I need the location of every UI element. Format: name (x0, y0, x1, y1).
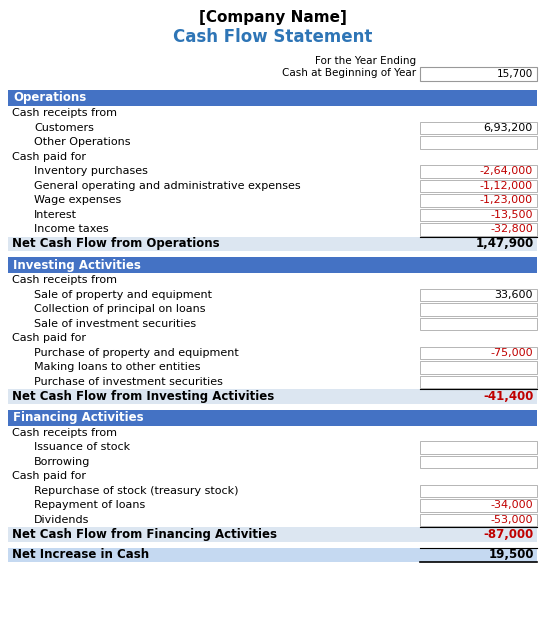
FancyBboxPatch shape (420, 361, 537, 373)
Text: -34,000: -34,000 (490, 500, 533, 510)
FancyBboxPatch shape (8, 257, 537, 273)
Text: Net Increase in Cash: Net Increase in Cash (12, 548, 149, 561)
Text: Making loans to other entities: Making loans to other entities (34, 362, 201, 372)
FancyBboxPatch shape (420, 456, 537, 468)
Text: Cash at Beginning of Year: Cash at Beginning of Year (282, 68, 416, 78)
Text: Net Cash Flow from Investing Activities: Net Cash Flow from Investing Activities (12, 390, 274, 403)
Text: Dividends: Dividends (34, 515, 89, 524)
Text: Investing Activities: Investing Activities (13, 258, 141, 272)
FancyBboxPatch shape (420, 484, 537, 497)
Text: -13,500: -13,500 (490, 210, 533, 219)
FancyBboxPatch shape (420, 179, 537, 192)
Text: -53,000: -53,000 (490, 515, 533, 524)
FancyBboxPatch shape (420, 499, 537, 512)
FancyBboxPatch shape (8, 90, 537, 106)
Text: Repurchase of stock (treasury stock): Repurchase of stock (treasury stock) (34, 486, 239, 496)
Text: 19,500: 19,500 (488, 548, 534, 561)
Text: Cash receipts from: Cash receipts from (12, 275, 117, 285)
Text: Sale of investment securities: Sale of investment securities (34, 319, 196, 329)
Text: -1,12,000: -1,12,000 (480, 181, 533, 191)
Text: General operating and administrative expenses: General operating and administrative exp… (34, 181, 301, 191)
Text: For the Year Ending: For the Year Ending (315, 56, 416, 66)
FancyBboxPatch shape (420, 223, 537, 235)
Text: [Company Name]: [Company Name] (198, 10, 347, 25)
FancyBboxPatch shape (420, 121, 537, 134)
Text: Net Cash Flow from Operations: Net Cash Flow from Operations (12, 237, 220, 250)
Text: Net Cash Flow from Financing Activities: Net Cash Flow from Financing Activities (12, 528, 277, 541)
FancyBboxPatch shape (420, 376, 537, 388)
FancyBboxPatch shape (420, 194, 537, 207)
Text: Repayment of loans: Repayment of loans (34, 500, 146, 510)
Text: -1,23,000: -1,23,000 (480, 195, 533, 205)
FancyBboxPatch shape (420, 165, 537, 177)
Text: Financing Activities: Financing Activities (13, 411, 144, 424)
Text: Income taxes: Income taxes (34, 224, 108, 234)
FancyBboxPatch shape (8, 237, 537, 251)
FancyBboxPatch shape (420, 303, 537, 316)
Text: 6,93,200: 6,93,200 (484, 122, 533, 133)
FancyBboxPatch shape (8, 410, 537, 426)
FancyBboxPatch shape (420, 318, 537, 330)
Text: Collection of principal on loans: Collection of principal on loans (34, 304, 205, 315)
Text: Sale of property and equipment: Sale of property and equipment (34, 290, 212, 300)
Text: -32,800: -32,800 (490, 224, 533, 234)
Text: 1,47,900: 1,47,900 (476, 237, 534, 250)
Text: -41,400: -41,400 (483, 390, 534, 403)
Text: Purchase of investment securities: Purchase of investment securities (34, 377, 223, 387)
Text: Operations: Operations (13, 91, 86, 105)
Text: -87,000: -87,000 (484, 528, 534, 541)
Text: Cash paid for: Cash paid for (12, 471, 86, 481)
Text: Wage expenses: Wage expenses (34, 195, 121, 205)
Text: Customers: Customers (34, 122, 94, 133)
FancyBboxPatch shape (420, 514, 537, 526)
Text: Other Operations: Other Operations (34, 137, 130, 147)
Text: Purchase of property and equipment: Purchase of property and equipment (34, 348, 239, 358)
FancyBboxPatch shape (420, 441, 537, 454)
Text: Cash receipts from: Cash receipts from (12, 108, 117, 118)
Text: Interest: Interest (34, 210, 77, 219)
Text: Inventory purchases: Inventory purchases (34, 167, 148, 176)
FancyBboxPatch shape (420, 346, 537, 359)
FancyBboxPatch shape (8, 389, 537, 403)
FancyBboxPatch shape (420, 67, 537, 81)
FancyBboxPatch shape (420, 209, 537, 221)
Text: Cash paid for: Cash paid for (12, 152, 86, 162)
Text: 15,700: 15,700 (496, 69, 533, 79)
Text: -2,64,000: -2,64,000 (480, 167, 533, 176)
Text: 33,600: 33,600 (494, 290, 533, 300)
Text: Cash paid for: Cash paid for (12, 333, 86, 343)
FancyBboxPatch shape (420, 136, 537, 149)
Text: Borrowing: Borrowing (34, 457, 90, 467)
FancyBboxPatch shape (8, 547, 537, 562)
FancyBboxPatch shape (8, 527, 537, 542)
Text: Issuance of stock: Issuance of stock (34, 442, 130, 452)
Text: Cash receipts from: Cash receipts from (12, 427, 117, 438)
Text: Cash Flow Statement: Cash Flow Statement (173, 28, 372, 46)
FancyBboxPatch shape (420, 288, 537, 301)
Text: -75,000: -75,000 (490, 348, 533, 358)
